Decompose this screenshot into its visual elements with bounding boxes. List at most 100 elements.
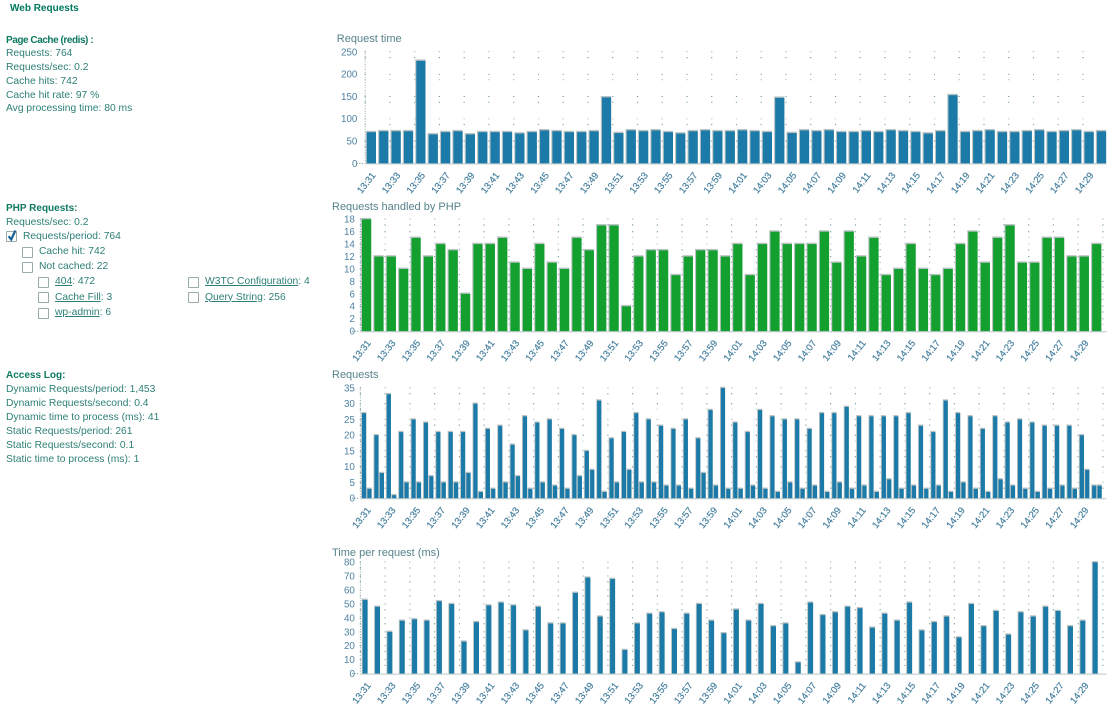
svg-text:13:51: 13:51 xyxy=(598,338,621,364)
svg-text:14:13: 14:13 xyxy=(870,338,893,364)
svg-text:14:09: 14:09 xyxy=(821,681,844,707)
svg-text:14:21: 14:21 xyxy=(969,338,992,364)
svg-text:13:33: 13:33 xyxy=(380,170,403,196)
svg-text:14:11: 14:11 xyxy=(846,505,869,530)
svg-text:14:13: 14:13 xyxy=(870,681,893,707)
svg-text:2: 2 xyxy=(349,314,354,325)
svg-text:14:15: 14:15 xyxy=(895,681,918,707)
svg-text:13:41: 13:41 xyxy=(474,681,497,707)
svg-text:14:17: 14:17 xyxy=(920,338,943,364)
svg-text:13:53: 13:53 xyxy=(623,505,646,531)
svg-text:14:01: 14:01 xyxy=(727,170,750,196)
svg-text:13:31: 13:31 xyxy=(355,170,378,196)
svg-text:13:57: 13:57 xyxy=(677,170,700,196)
svg-text:13:59: 13:59 xyxy=(702,170,725,196)
svg-text:14:05: 14:05 xyxy=(771,681,794,707)
svg-text:100: 100 xyxy=(341,114,358,125)
svg-text:13:53: 13:53 xyxy=(628,170,651,196)
svg-text:14:29: 14:29 xyxy=(1068,681,1091,707)
svg-text:14:23: 14:23 xyxy=(994,338,1017,364)
svg-text:14:13: 14:13 xyxy=(870,505,893,531)
svg-text:13:31: 13:31 xyxy=(350,681,373,707)
svg-text:10: 10 xyxy=(344,655,355,666)
svg-text:13:53: 13:53 xyxy=(623,681,646,707)
svg-text:14:17: 14:17 xyxy=(920,681,943,707)
svg-text:20: 20 xyxy=(344,431,355,442)
svg-text:14:23: 14:23 xyxy=(994,681,1017,707)
svg-text:13:45: 13:45 xyxy=(529,170,552,196)
svg-text:13:57: 13:57 xyxy=(672,505,695,531)
svg-text:80: 80 xyxy=(344,558,355,569)
svg-text:13:41: 13:41 xyxy=(474,338,497,364)
svg-text:14:17: 14:17 xyxy=(920,505,943,531)
svg-text:Requests handled by PHP: Requests handled by PHP xyxy=(332,201,461,213)
svg-text:13:35: 13:35 xyxy=(400,681,423,707)
svg-text:50: 50 xyxy=(344,600,355,611)
svg-text:13:57: 13:57 xyxy=(672,681,695,707)
svg-text:13:33: 13:33 xyxy=(375,338,398,364)
svg-text:13:31: 13:31 xyxy=(350,505,373,531)
svg-text:14:09: 14:09 xyxy=(821,505,844,531)
svg-text:50: 50 xyxy=(346,137,357,148)
svg-text:14:09: 14:09 xyxy=(826,170,849,196)
svg-text:0: 0 xyxy=(352,159,358,170)
svg-text:14:29: 14:29 xyxy=(1068,338,1091,364)
svg-text:0: 0 xyxy=(349,669,355,680)
svg-text:14:21: 14:21 xyxy=(969,681,992,707)
svg-text:13:49: 13:49 xyxy=(578,170,601,196)
svg-text:14:13: 14:13 xyxy=(875,170,898,196)
svg-text:14:17: 14:17 xyxy=(925,170,948,196)
svg-text:13:47: 13:47 xyxy=(548,505,571,531)
svg-text:13:45: 13:45 xyxy=(524,681,547,707)
svg-text:13:59: 13:59 xyxy=(697,338,720,364)
svg-text:14:07: 14:07 xyxy=(796,338,819,364)
svg-text:40: 40 xyxy=(344,613,355,624)
svg-text:13:59: 13:59 xyxy=(697,505,720,531)
svg-text:13:53: 13:53 xyxy=(623,338,646,364)
svg-text:30: 30 xyxy=(344,399,355,410)
svg-text:14:21: 14:21 xyxy=(969,505,992,531)
svg-text:14:19: 14:19 xyxy=(944,338,967,364)
svg-text:12: 12 xyxy=(344,252,355,263)
svg-text:13:39: 13:39 xyxy=(449,681,472,707)
svg-text:150: 150 xyxy=(341,92,358,103)
svg-text:Request time: Request time xyxy=(337,33,402,45)
svg-text:0: 0 xyxy=(349,327,355,338)
svg-text:13:47: 13:47 xyxy=(548,338,571,364)
svg-text:13:33: 13:33 xyxy=(375,681,398,707)
svg-text:13:55: 13:55 xyxy=(647,338,670,364)
svg-text:14:09: 14:09 xyxy=(821,338,844,364)
svg-text:14:29: 14:29 xyxy=(1068,505,1091,531)
svg-text:14:27: 14:27 xyxy=(1043,681,1066,707)
svg-text:14:11: 14:11 xyxy=(851,170,874,195)
svg-text:13:41: 13:41 xyxy=(479,170,502,196)
svg-text:14:27: 14:27 xyxy=(1043,338,1066,364)
svg-text:16: 16 xyxy=(344,227,355,238)
svg-text:13:51: 13:51 xyxy=(598,505,621,531)
svg-text:13:55: 13:55 xyxy=(652,170,675,196)
svg-text:14:11: 14:11 xyxy=(846,338,869,363)
svg-text:13:37: 13:37 xyxy=(425,681,448,707)
svg-text:14:19: 14:19 xyxy=(949,170,972,196)
svg-text:13:37: 13:37 xyxy=(425,505,448,531)
svg-text:14:05: 14:05 xyxy=(776,170,799,196)
svg-text:13:35: 13:35 xyxy=(400,505,423,531)
svg-text:10: 10 xyxy=(344,264,355,275)
svg-text:14:19: 14:19 xyxy=(944,681,967,707)
svg-text:14:03: 14:03 xyxy=(746,505,769,531)
svg-text:13:51: 13:51 xyxy=(598,681,621,707)
svg-text:14:27: 14:27 xyxy=(1048,170,1071,196)
svg-text:14:01: 14:01 xyxy=(722,505,745,531)
svg-text:14:15: 14:15 xyxy=(895,505,918,531)
svg-text:13:43: 13:43 xyxy=(499,681,522,707)
svg-text:13:39: 13:39 xyxy=(449,338,472,364)
svg-text:13:45: 13:45 xyxy=(524,505,547,531)
svg-text:14:05: 14:05 xyxy=(771,338,794,364)
svg-text:14:25: 14:25 xyxy=(1024,170,1047,196)
svg-text:14:07: 14:07 xyxy=(796,681,819,707)
svg-text:13:45: 13:45 xyxy=(524,338,547,364)
svg-text:13:57: 13:57 xyxy=(672,338,695,364)
svg-text:15: 15 xyxy=(344,446,355,457)
svg-text:13:49: 13:49 xyxy=(573,505,596,531)
svg-text:8: 8 xyxy=(349,277,355,288)
